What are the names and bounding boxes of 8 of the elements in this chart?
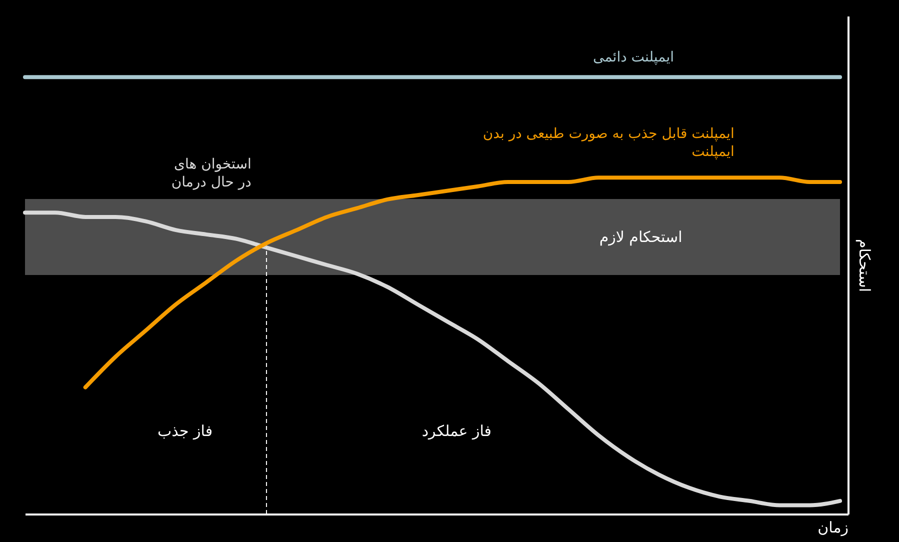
- y-axis-title: استحکام: [856, 238, 874, 292]
- annotation: فاز عملکرد: [422, 422, 492, 440]
- x-axis-title: زمان: [818, 518, 848, 536]
- annotation: فاز جذب: [157, 422, 212, 440]
- series-label: ایمپلنت قابل جذب به صورت طبیعی در بدن ایمپلنت: [482, 126, 734, 160]
- band-label: استحکام لازم: [599, 228, 682, 246]
- series-label: ایمپلنت دائمی: [593, 50, 674, 66]
- text: استخوان های در حال درمان: [171, 156, 252, 191]
